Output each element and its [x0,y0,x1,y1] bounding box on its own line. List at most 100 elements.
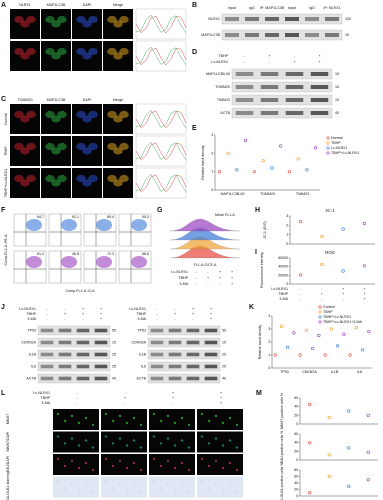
cell [113,52,123,60]
y-axis-label: Comp-FL2-A::PE-A [4,234,8,266]
nucleus [180,439,184,442]
legend-swatch [326,146,330,150]
row-label: TBHP [4,146,8,156]
cell [14,142,24,151]
condition-sign: - [294,54,296,58]
column-header: Merge [113,3,123,7]
blot [147,373,221,384]
data-point [296,157,300,161]
condition-sign: + [219,270,221,274]
nucleus [70,414,74,418]
row-label: NLRX1 [208,17,220,21]
y-tick-label: 0 [286,282,288,286]
nucleus [104,412,108,416]
condition-label: 3-MA [279,297,288,301]
data-point [348,353,352,357]
condition-sign: + [172,396,174,400]
column-header: DAPI [83,98,91,102]
nucleus [235,468,239,472]
column-header: IP: NLRX1 [324,6,341,10]
event-cloud [96,256,112,268]
band [150,364,164,369]
band [58,364,72,369]
micrograph [197,454,243,475]
nucleus [132,484,136,487]
y-tick-label: 60 [294,432,298,436]
column-header: DAPI [83,3,91,7]
y-tick-label: 20000 [278,273,288,277]
band [265,33,279,37]
marker-label: 40 [112,376,116,380]
data-point [366,413,370,417]
cell [88,110,98,119]
cell [26,47,36,56]
cell [45,47,55,56]
data-point [279,144,283,148]
cell [88,15,98,24]
band [305,33,319,37]
nucleus [111,487,115,490]
nucleus [159,487,163,490]
data-point [320,234,324,239]
data-point [252,170,256,174]
y-tick-label: 40 [294,441,298,445]
nucleus [70,437,74,440]
blot [37,325,111,336]
cell [51,115,61,123]
nucleus [200,480,204,483]
quadrant-percent: 89.4 [107,215,114,219]
nucleus [159,442,163,445]
condition-sign: - [343,297,345,301]
cell [113,115,123,123]
nucleus [77,489,81,492]
cell [107,110,117,119]
nucleus [56,457,60,461]
nucleus [200,435,204,438]
nucleus [91,423,95,427]
plot-title: ROS [325,250,335,255]
condition-label: Lv-NLRX1 [33,391,50,395]
x-tick-label: TOMM20 [260,192,275,196]
cell [119,142,129,151]
band [285,85,304,89]
condition-sign: - [64,317,66,321]
condition-sign: - [174,307,176,311]
condition-label: Lv-NLRX1 [171,270,188,274]
nucleus [152,412,156,416]
row-label: TBHP+Lv-NLRX1 [4,169,8,197]
band [260,111,279,115]
condition-sign: + [342,292,344,296]
legend-label: TBHP+Lv-NLRX1+3-MA [323,320,363,324]
condition-sign: + [231,270,233,274]
condition-sign: + [231,282,233,286]
nucleus [104,457,108,461]
profile-line [135,142,187,161]
nucleus [207,464,211,468]
condition-label: 3-MA [27,317,36,321]
condition-sign: + [192,312,194,316]
y-tick-label: 80 [294,468,298,472]
row-label: TP53 [27,328,36,332]
nucleus [159,464,163,468]
nucleus [132,416,136,420]
cell [45,142,55,151]
nucleus [187,468,191,472]
nucleus [152,457,156,461]
blot [231,81,333,93]
data-point [226,151,230,155]
condition-sign: - [207,270,209,274]
cell [88,47,98,56]
condition-label: Lv-NLRX1 [211,60,228,64]
condition-sign: - [156,317,158,321]
panel-letter: B [192,2,197,9]
condition-label: TBHP [136,312,146,316]
condition-label: TBHP [178,276,188,280]
nucleus [111,464,115,468]
x-tick-label: CDKN2A [302,370,317,374]
condition-sign: - [321,287,323,291]
band [58,376,72,381]
condition-label: TBHP [40,396,50,400]
row-label: MKI67 [6,414,10,424]
band [245,33,259,37]
